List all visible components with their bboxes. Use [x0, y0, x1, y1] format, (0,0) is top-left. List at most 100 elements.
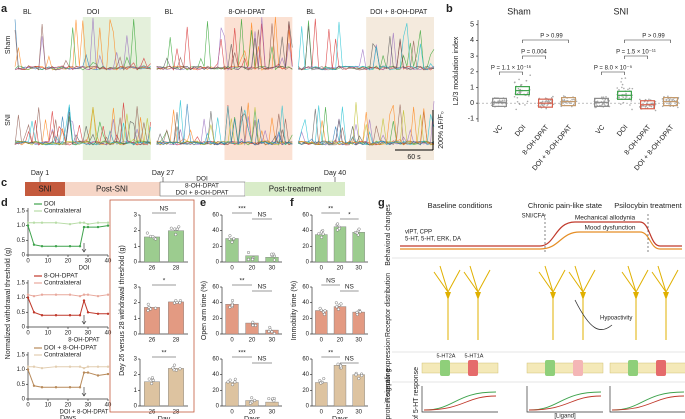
dot-decoration	[624, 77, 627, 79]
trace-decoration	[14, 57, 151, 71]
point	[86, 293, 90, 296]
dot-decoration	[527, 92, 529, 94]
label: 8-OH-DPAT	[229, 9, 266, 16]
label: 5-HT1A	[465, 353, 484, 359]
dot-decoration	[154, 237, 158, 241]
point	[32, 221, 36, 224]
label: 20	[65, 331, 72, 337]
label: 60	[212, 357, 219, 363]
label: 1	[134, 388, 138, 394]
dot-decoration	[668, 102, 671, 105]
dot-decoration	[228, 378, 232, 382]
dot-decoration	[543, 105, 545, 107]
label: c	[1, 177, 7, 189]
point	[26, 365, 30, 368]
label: 30	[85, 403, 92, 409]
d-frame	[109, 199, 195, 413]
label: 2	[134, 228, 138, 234]
dot-decoration	[596, 100, 599, 103]
point	[82, 366, 86, 370]
dot-decoration	[247, 251, 251, 255]
dot-decoration	[154, 306, 158, 310]
dot-decoration	[622, 96, 625, 98]
label: *	[348, 212, 351, 219]
label: 60	[302, 285, 309, 291]
series-line	[28, 222, 108, 225]
series-line	[27, 294, 109, 297]
label: 3	[134, 213, 138, 219]
bar	[225, 238, 239, 263]
bar	[144, 307, 160, 335]
label: Day 26 versus 28 withdrawal threshold (g…	[119, 245, 126, 376]
label: ***	[238, 350, 246, 357]
point	[82, 299, 86, 302]
dot-decoration	[336, 222, 340, 226]
curve	[611, 395, 685, 411]
point	[68, 293, 72, 296]
dot-decoration	[629, 104, 631, 106]
label: 1.5	[17, 281, 26, 287]
bracket	[601, 71, 625, 75]
point	[96, 312, 100, 315]
dot-decoration	[623, 87, 625, 90]
dot-decoration	[572, 103, 575, 106]
point	[86, 222, 90, 226]
dot-decoration	[339, 364, 343, 368]
label: 26	[149, 338, 156, 344]
series-line	[27, 225, 109, 247]
dot-decoration	[150, 376, 154, 380]
label: 0	[134, 260, 138, 266]
dot-decoration	[620, 81, 622, 83]
treatment-shade	[82, 17, 151, 160]
label: NS	[345, 356, 355, 363]
point	[54, 386, 58, 389]
dot-decoration	[339, 302, 343, 306]
label: 40	[105, 403, 112, 409]
label: SNI/CFA	[522, 214, 545, 220]
dot-decoration	[624, 97, 627, 100]
bracket	[522, 55, 546, 59]
label: 2	[134, 300, 138, 306]
dot-decoration	[360, 374, 364, 378]
dot-decoration	[616, 87, 619, 89]
label: 40	[212, 372, 219, 378]
label: 0	[230, 410, 234, 416]
label: SNI	[5, 114, 12, 126]
point	[82, 293, 86, 296]
trace-decoration	[298, 40, 435, 71]
dot-decoration	[227, 237, 231, 241]
label: 60	[212, 213, 219, 219]
label: 0.5	[17, 310, 26, 316]
dot-decoration	[603, 100, 605, 102]
dot-decoration	[654, 100, 657, 103]
point	[86, 365, 90, 368]
dot-decoration	[618, 96, 620, 99]
label: 20	[302, 388, 309, 394]
label: 0	[230, 338, 234, 344]
curve	[528, 391, 602, 411]
label: P = 0.004	[521, 50, 547, 56]
bar	[352, 374, 365, 407]
label: 40	[212, 300, 219, 306]
label: 5-HT2A	[437, 353, 456, 359]
label: 20	[337, 410, 344, 416]
label: DOI	[616, 124, 629, 138]
label: DOI	[196, 176, 208, 183]
dot-decoration	[621, 77, 623, 80]
dot-decoration	[246, 257, 250, 261]
dot-decoration	[172, 301, 176, 305]
point	[86, 225, 90, 229]
label: 10	[45, 331, 52, 337]
dot-decoration	[267, 397, 271, 401]
dot-decoration	[526, 100, 529, 103]
dot-decoration	[644, 105, 647, 108]
receptor-decoration	[545, 360, 555, 376]
dot-decoration	[604, 98, 607, 101]
label: P = 1.5 × 10⁻¹¹	[616, 50, 656, 56]
dot-decoration	[322, 377, 326, 381]
arrow	[574, 299, 613, 330]
bracket	[522, 39, 569, 43]
dot-decoration	[501, 99, 504, 102]
label: 60 s	[407, 154, 421, 161]
dot-decoration	[594, 106, 596, 109]
